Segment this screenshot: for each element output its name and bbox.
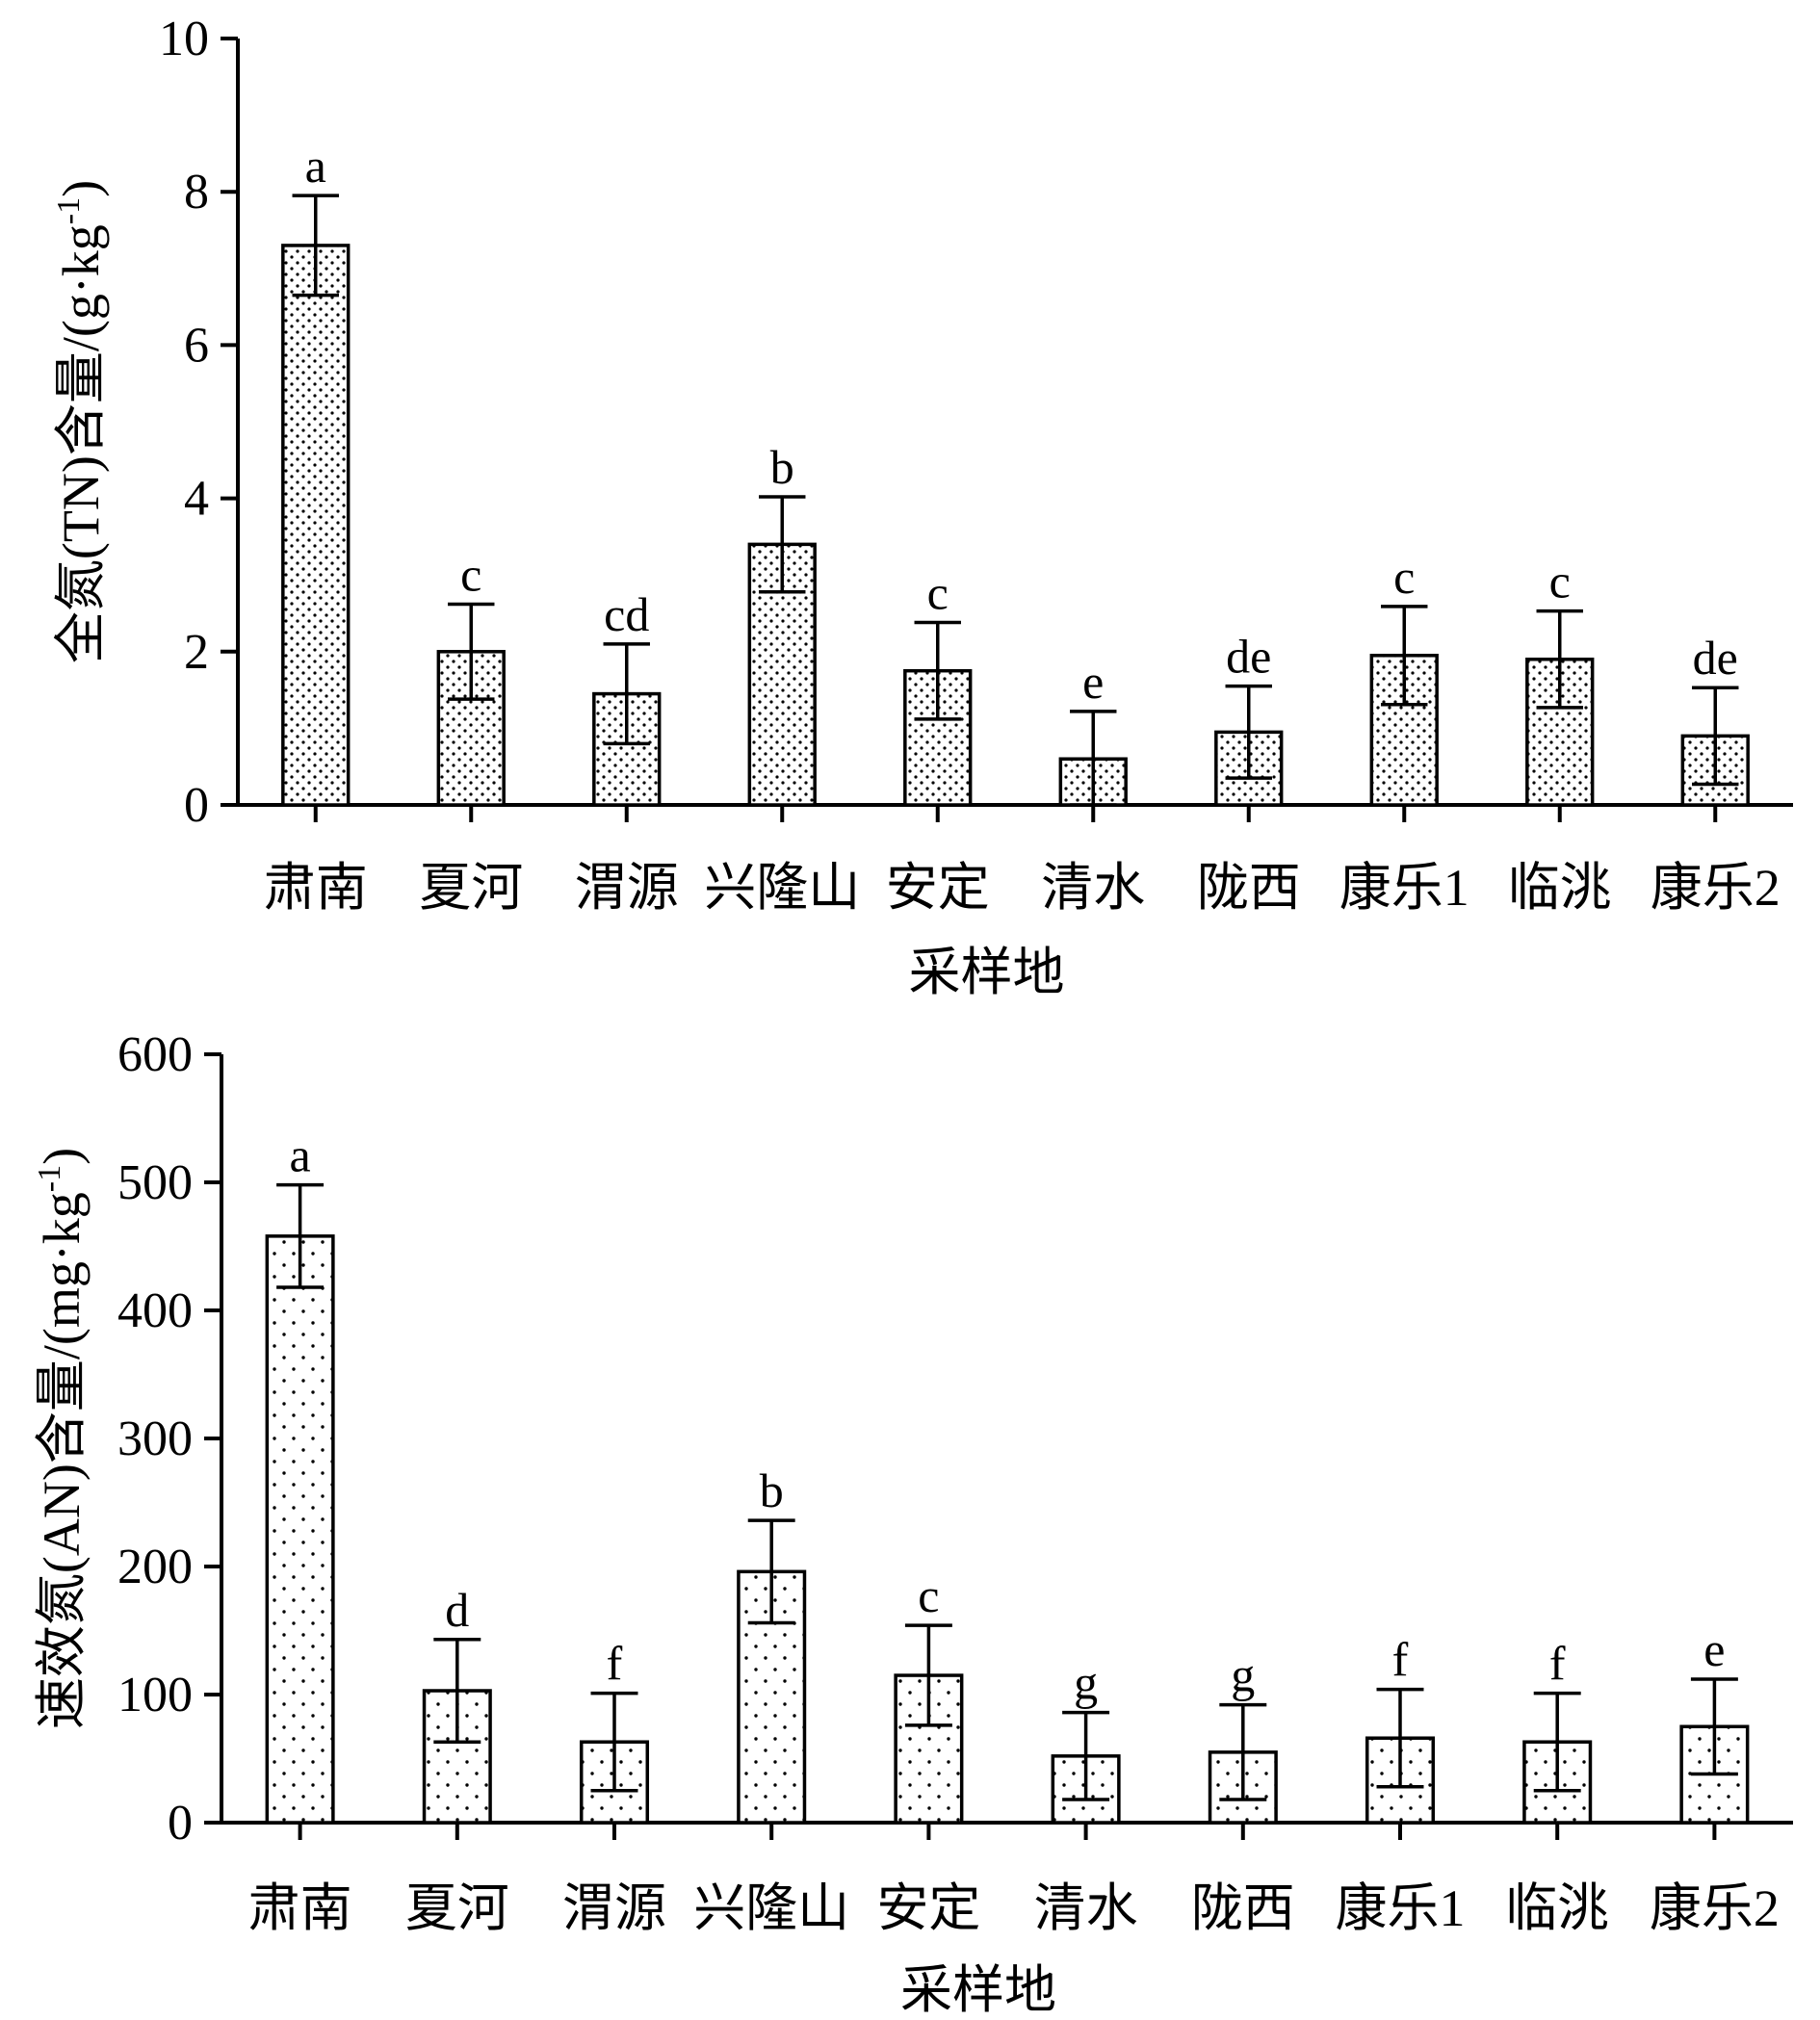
chart-1-category-label: 渭源	[562, 1879, 666, 1937]
chart-1-x-axis-title: 采样地	[900, 1961, 1056, 2019]
chart-1-y-tick-label: 300	[117, 1411, 193, 1466]
chart-1-significance-label: a	[289, 1128, 310, 1182]
chart-0-significance-label: a	[305, 139, 326, 193]
chart-0-significance-label: c	[1393, 550, 1415, 604]
chart-1-significance-label: g	[1231, 1648, 1255, 1702]
chart-1-y-axis-title: 速效氮(AN)含量/(mg·kg-1)	[32, 1148, 91, 1729]
chart-1-significance-label: f	[1549, 1637, 1566, 1691]
chart-1-significance-label: b	[760, 1463, 784, 1517]
chart-0-y-axis-title-end: )	[52, 180, 110, 197]
chart-1-category-label: 陇西	[1191, 1879, 1295, 1937]
chart-0-category-label: 夏河	[419, 859, 523, 917]
chart-1-y-tick-label: 0	[168, 1796, 193, 1851]
chart-1-category-label: 清水	[1034, 1879, 1138, 1937]
chart-1-category-label: 肃南	[248, 1879, 352, 1937]
chart-0-category-label: 肃南	[264, 859, 368, 917]
chart-1-significance-label: f	[1392, 1633, 1409, 1687]
chart-1-category-label: 康乐1	[1336, 1879, 1466, 1937]
chart-0-bar	[592, 691, 662, 807]
chart-1-category-label: 康乐2	[1650, 1879, 1780, 1937]
chart-0-category-label: 安定	[886, 859, 990, 917]
chart-0-category-label: 陇西	[1197, 859, 1301, 917]
chart-0-y-axis-title-main: 全氮(TN)含量/(g·kg	[52, 224, 110, 663]
chart-0-significance-label: e	[1082, 655, 1104, 709]
chart-0-category-label: 渭源	[575, 859, 679, 917]
chart-0-y-axis-title: 全氮(TN)含量/(g·kg-1)	[51, 180, 110, 663]
chart-1-category-label: 临洮	[1505, 1879, 1609, 1937]
chart-0-category-label: 兴隆山	[704, 859, 860, 917]
chart-1-category-label: 兴隆山	[693, 1879, 849, 1937]
chart-1-y-axis-title-main: 速效氮(AN)含量/(mg·kg	[33, 1192, 91, 1729]
chart-1-significance-label: g	[1074, 1656, 1098, 1710]
chart-1-bar	[265, 1234, 335, 1825]
chart-0-category-label: 临洮	[1508, 859, 1612, 917]
chart-1-significance-label: f	[607, 1637, 623, 1691]
chart-1-category-label: 夏河	[405, 1879, 509, 1937]
chart-1-y-tick-label: 400	[117, 1283, 193, 1338]
chart-1-y-axis-title-end: )	[33, 1148, 91, 1165]
chart-1-bar	[894, 1673, 964, 1825]
chart-0-y-tick-label: 8	[184, 165, 209, 220]
available-nitrogen-chart: 0 100 200 300 400 500 600 a 肃南 d 夏河 f 渭源 b 兴隆山 c 安定 g 清水 g 陇…	[32, 1027, 1793, 2019]
chart-0-y-tick-label: 4	[184, 472, 209, 527]
chart-0-y-axis-title-superscript: -1	[51, 197, 87, 224]
chart-1-significance-label: e	[1703, 1622, 1725, 1676]
chart-0-y-tick-label: 10	[159, 12, 209, 66]
chart-1-significance-label: c	[918, 1568, 939, 1622]
chart-0-significance-label: b	[770, 440, 794, 494]
chart-1-y-tick-label: 500	[117, 1155, 193, 1210]
chart-1-bar	[1051, 1754, 1121, 1825]
chart-1-y-tick-label: 100	[117, 1668, 193, 1722]
chart-1-y-axis-title-superscript: -1	[32, 1165, 67, 1192]
chart-0-significance-label: de	[1693, 631, 1738, 685]
chart-0-bar	[281, 244, 351, 807]
chart-1-y-tick-label: 200	[117, 1540, 193, 1594]
chart-0-significance-label: c	[1549, 555, 1571, 609]
chart-0-significance-label: c	[927, 566, 949, 620]
chart-0-category-label: 康乐2	[1651, 859, 1781, 917]
chart-1-category-label: 安定	[876, 1879, 980, 1937]
chart-0-y-tick-label: 0	[184, 778, 209, 833]
chart-0-x-axis-title: 采样地	[909, 944, 1065, 1001]
chart-0-significance-label: cd	[604, 587, 649, 641]
chart-1-significance-label: d	[445, 1583, 469, 1637]
chart-0-y-tick-label: 2	[184, 625, 209, 680]
chart-0-bar	[436, 650, 506, 807]
chart-0-category-label: 清水	[1041, 859, 1145, 917]
chart-0-significance-label: de	[1226, 630, 1271, 684]
chart-0-significance-label: c	[460, 547, 481, 601]
chart-0-y-tick-label: 6	[184, 318, 209, 373]
total-nitrogen-chart: 0 2 4 6 8 10 a 肃南 c 夏河 cd 渭源 b 兴隆山 c 安定 e 清水 de 陇西 c 康乐1 c 临洮 de…	[51, 12, 1793, 1001]
chart-1-y-tick-label: 600	[117, 1027, 193, 1082]
chart-0-category-label: 康乐1	[1339, 859, 1469, 917]
